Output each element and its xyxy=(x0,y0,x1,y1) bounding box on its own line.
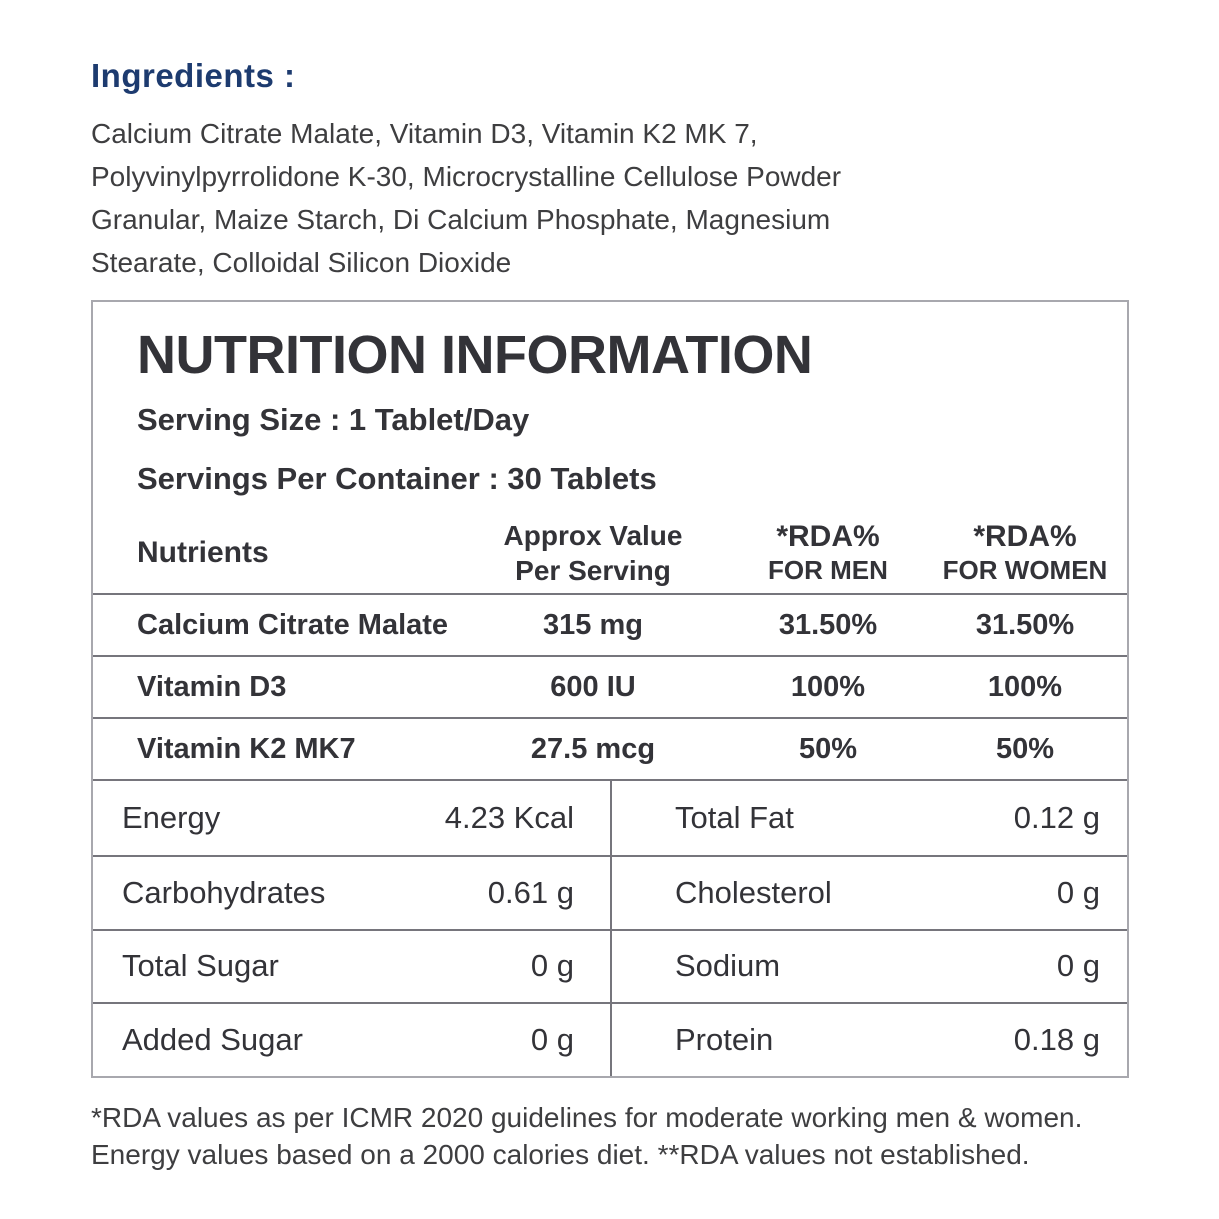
nutrient-name: Vitamin D3 xyxy=(137,670,287,703)
macro-label: Carbohydrates xyxy=(122,874,326,910)
macro-value: 0.61 g xyxy=(487,874,574,910)
nutrient-value: 27.5 mcg xyxy=(530,732,656,765)
nutrients-table-header: Nutrients Approx Value Per Serving *RDA%… xyxy=(93,512,1127,595)
macro-value: 4.23 Kcal xyxy=(444,799,574,835)
nutrition-information-panel: NUTRITION INFORMATION Serving Size : 1 T… xyxy=(91,300,1129,1078)
ingredients-line: Polyvinylpyrrolidone K-30, Microcrystall… xyxy=(91,161,842,192)
rda-footnote: *RDA values as per ICMR 2020 guidelines … xyxy=(91,1099,1129,1173)
macro-label: Protein xyxy=(675,1022,774,1058)
nutrient-row-calcium-citrate-malate: Calcium Citrate Malate 315 mg 31.50% 31.… xyxy=(93,595,1127,657)
macro-row-energy-fat: Energy 4.23 Kcal Total Fat 0.12 g xyxy=(93,781,1127,855)
ingredients-heading: Ingredients : xyxy=(91,57,296,94)
macro-cell-protein: Protein 0.18 g xyxy=(610,1004,1127,1076)
macro-value: 0 g xyxy=(530,948,574,984)
rda-women-value: 100% xyxy=(987,670,1063,703)
rda-women-value: 31.50% xyxy=(975,608,1075,641)
macro-label: Added Sugar xyxy=(122,1022,303,1058)
nutrient-name: Vitamin K2 MK7 xyxy=(137,732,356,765)
rda-women-value: 50% xyxy=(995,732,1055,765)
nutrition-title: NUTRITION INFORMATION xyxy=(137,325,813,385)
macro-value: 0.18 g xyxy=(1013,1022,1100,1058)
serving-size: Serving Size : 1 Tablet/Day xyxy=(137,402,530,437)
nutrient-row-vitamin-k2-mk7: Vitamin K2 MK7 27.5 mcg 50% 50% xyxy=(93,719,1127,781)
label-content: Ingredients : Calcium Citrate Malate, Vi… xyxy=(91,0,1129,1173)
macro-row-carbs-cholesterol: Carbohydrates 0.61 g Cholesterol 0 g xyxy=(93,854,1127,929)
nutrient-name: Calcium Citrate Malate xyxy=(137,608,449,641)
macro-label: Cholesterol xyxy=(675,874,832,910)
rda-men-value: 100% xyxy=(790,670,866,703)
macro-cell-added-sugar: Added Sugar 0 g xyxy=(93,1004,610,1076)
ingredients-line: Calcium Citrate Malate, Vitamin D3, Vita… xyxy=(91,118,758,149)
nutrient-row-vitamin-d3: Vitamin D3 600 IU 100% 100% xyxy=(93,657,1127,719)
nutrient-value: 315 mg xyxy=(543,608,643,641)
macro-cell-sodium: Sodium 0 g xyxy=(610,930,1127,1003)
footnote-line: Energy values based on a 2000 calories d… xyxy=(91,1139,1030,1170)
servings-per-container: Servings Per Container : 30 Tablets xyxy=(137,461,657,496)
macro-cell-total-fat: Total Fat 0.12 g xyxy=(610,781,1127,855)
macro-label: Energy xyxy=(122,799,221,835)
rda-men-value: 50% xyxy=(798,732,858,765)
macro-value: 0 g xyxy=(1056,874,1100,910)
macro-cell-energy: Energy 4.23 Kcal xyxy=(93,781,610,855)
ingredients-line: Stearate, Colloidal Silicon Dioxide xyxy=(91,247,512,278)
macro-row-sugar-sodium: Total Sugar 0 g Sodium 0 g xyxy=(93,928,1127,1003)
column-header-rda-women: *RDA% FOR WOMEN xyxy=(942,520,1108,585)
column-header-approx-value: Approx Value Per Serving xyxy=(503,519,683,586)
macro-value: 0 g xyxy=(1056,948,1100,984)
column-header-rda-men: *RDA% FOR MEN xyxy=(768,520,888,585)
macros-grid: Energy 4.23 Kcal Total Fat 0.12 g Carboh… xyxy=(93,781,1127,1076)
nutrient-value: 600 IU xyxy=(550,670,636,703)
macro-value: 0.12 g xyxy=(1013,799,1100,835)
nutrition-panel-header: NUTRITION INFORMATION Serving Size : 1 T… xyxy=(93,302,1127,512)
ingredients-line: Granular, Maize Starch, Di Calcium Phosp… xyxy=(91,204,831,235)
macro-label: Total Fat xyxy=(675,799,794,835)
rda-men-value: 31.50% xyxy=(778,608,878,641)
macro-row-added-sugar-protein: Added Sugar 0 g Protein 0.18 g xyxy=(93,1002,1127,1076)
footnote-line: *RDA values as per ICMR 2020 guidelines … xyxy=(91,1102,1083,1133)
macro-label: Total Sugar xyxy=(122,948,279,984)
macro-value: 0 g xyxy=(530,1022,574,1058)
column-header-nutrients: Nutrients xyxy=(137,535,269,569)
macro-cell-carbohydrates: Carbohydrates 0.61 g xyxy=(93,857,610,929)
ingredients-text: Calcium Citrate Malate, Vitamin D3, Vita… xyxy=(91,112,1129,284)
macro-label: Sodium xyxy=(675,948,781,984)
macro-cell-cholesterol: Cholesterol 0 g xyxy=(610,856,1127,929)
macro-cell-total-sugar: Total Sugar 0 g xyxy=(93,931,610,1003)
